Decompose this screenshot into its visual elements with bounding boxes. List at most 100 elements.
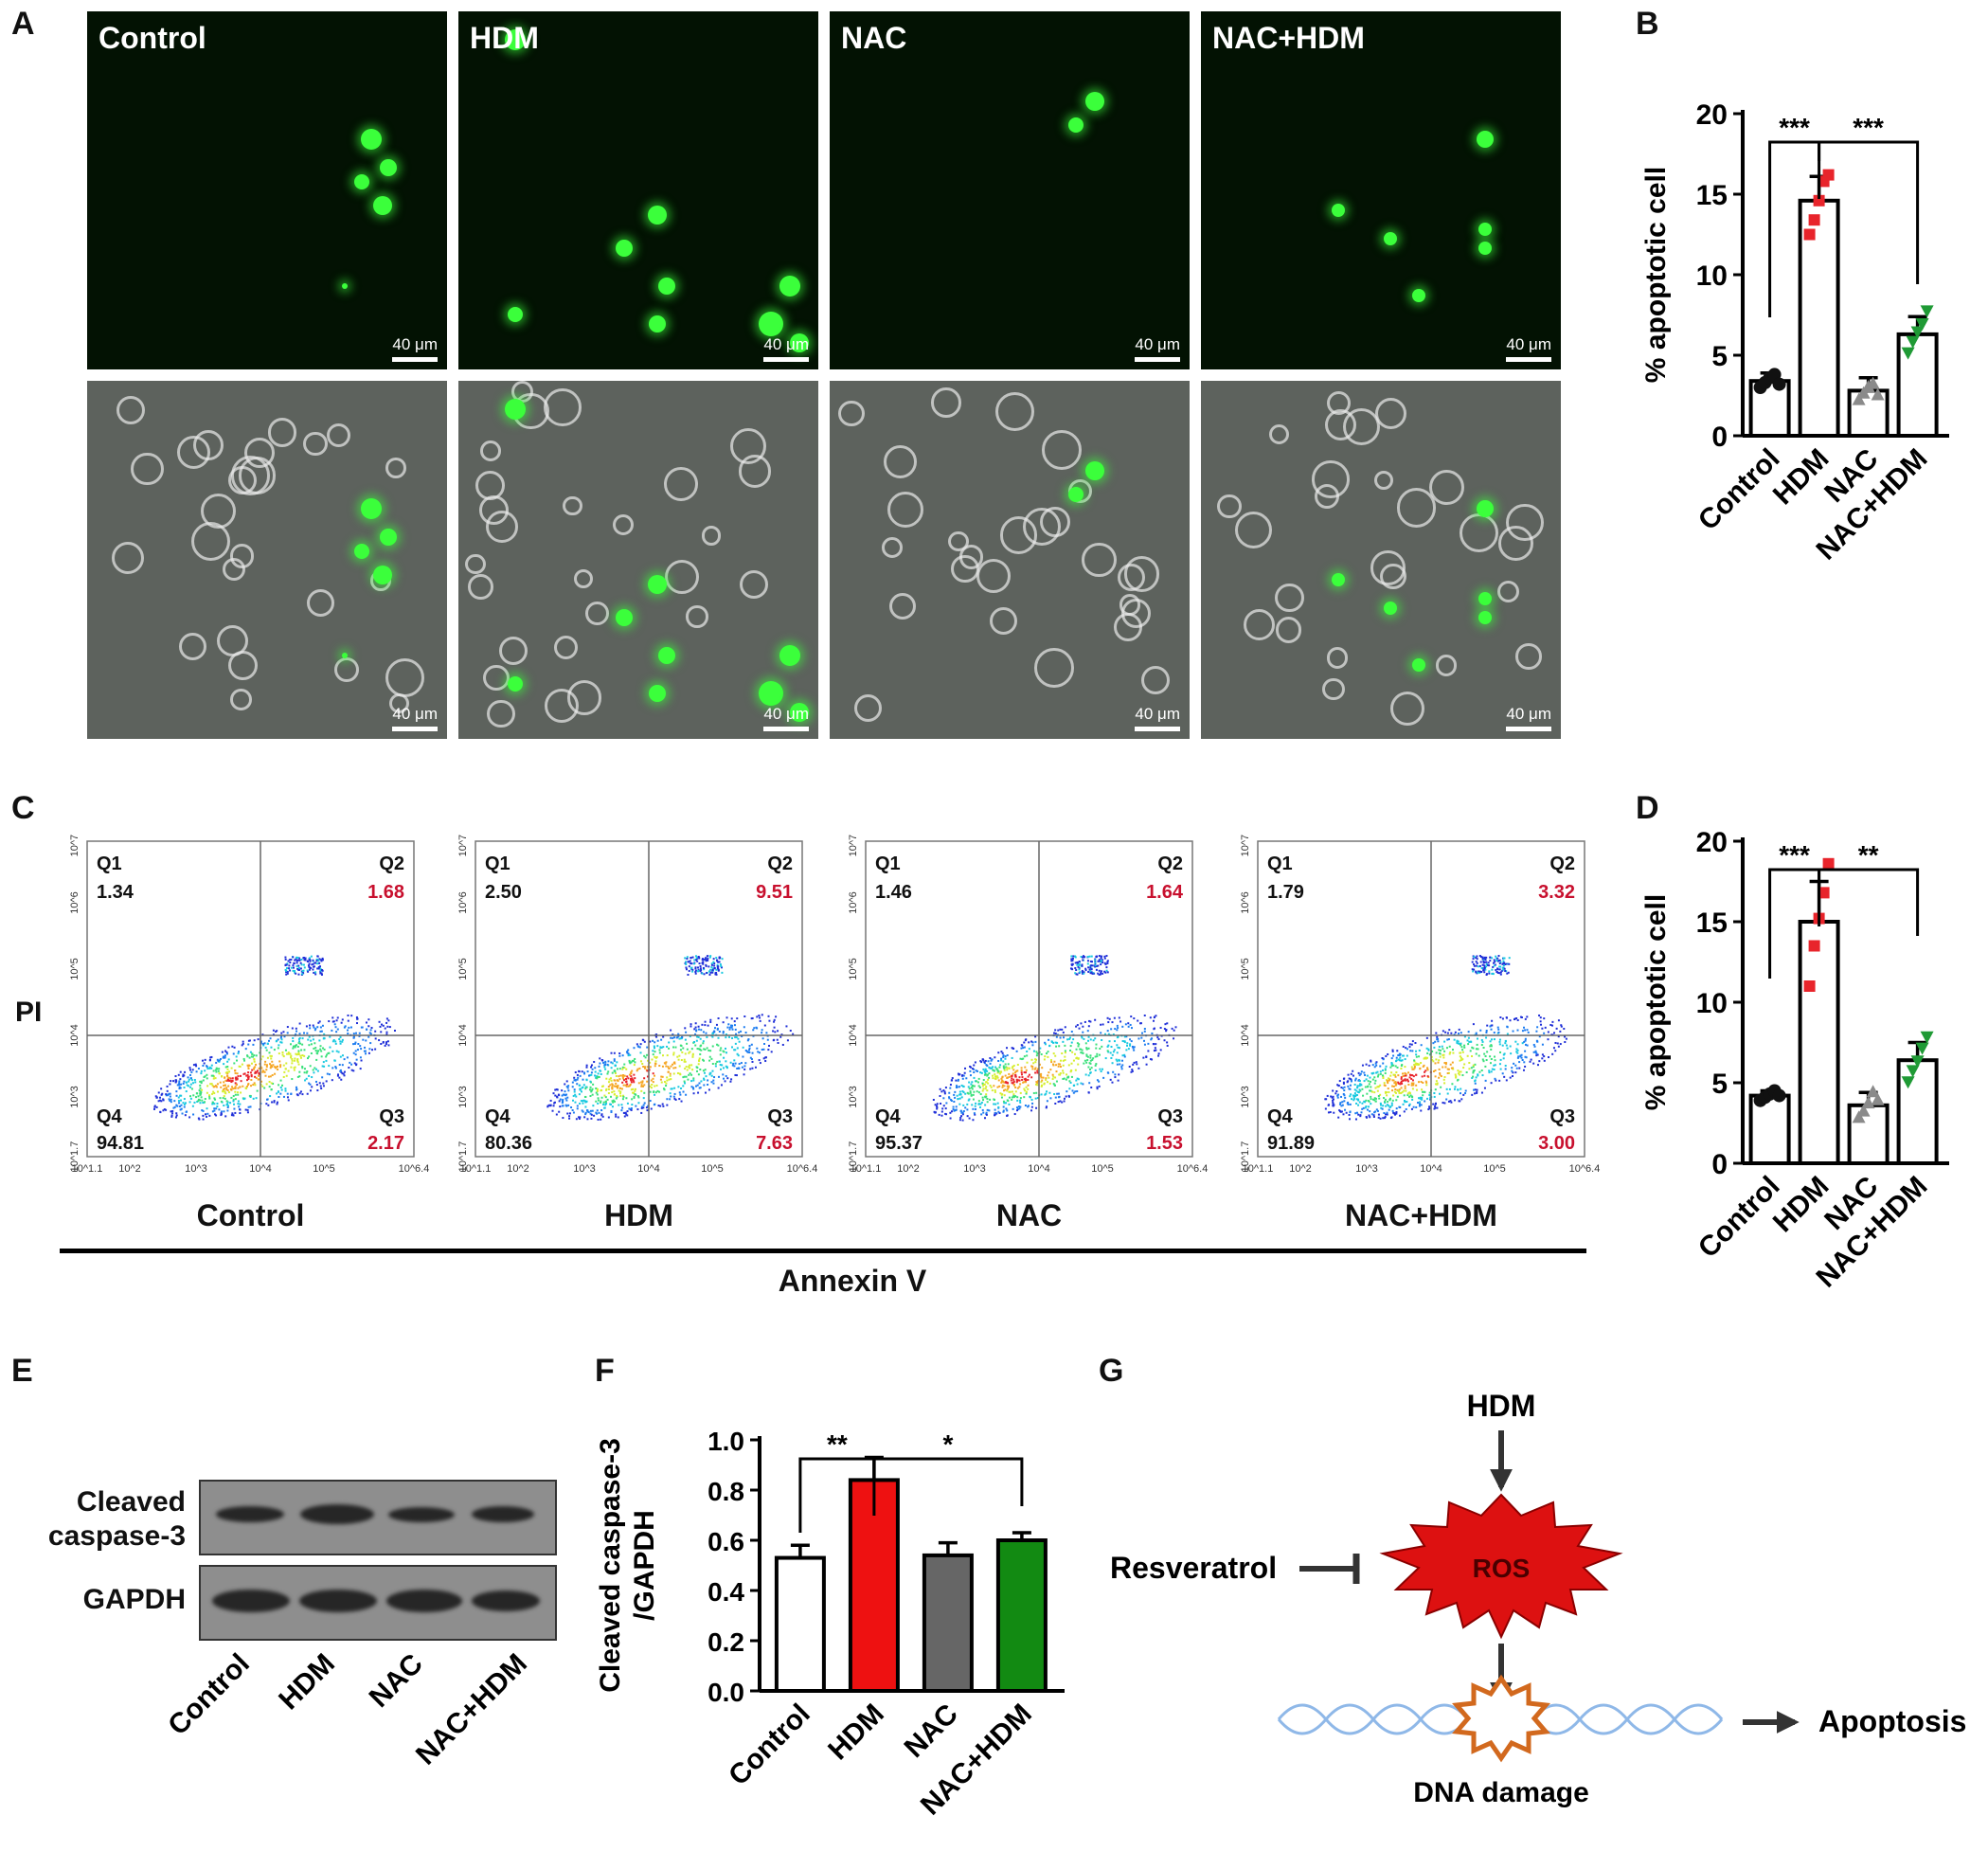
scatter-dot [589, 1109, 592, 1112]
scatter-dot [1481, 958, 1484, 961]
scatter-dot [652, 1039, 654, 1042]
scatter-dot [316, 962, 319, 965]
scatter-dot [298, 1092, 301, 1095]
scatter-dot [703, 1071, 706, 1074]
scatter-dot [319, 968, 322, 971]
scatter-dot [566, 1096, 569, 1099]
scatter-dot [362, 1038, 365, 1041]
scatter-dot [1543, 1032, 1546, 1034]
scatter-dot [1166, 1022, 1169, 1025]
scatter-dot [633, 1047, 636, 1050]
scatter-dot [1489, 1062, 1492, 1065]
scatter-dot [702, 966, 705, 969]
scatter-dot [323, 1048, 326, 1051]
scatter-dot [1424, 1069, 1427, 1072]
quadrant-value-q1: 2.50 [485, 882, 522, 903]
scatter-dot [614, 1071, 617, 1074]
scatter-dot [578, 1093, 581, 1096]
scatter-dot [719, 1053, 722, 1056]
scatter-dot [701, 961, 704, 964]
scatter-dot [1486, 963, 1489, 966]
flow-plot-control: Q11.34Q21.68Q494.81Q32.1710^7.310^610^51… [69, 834, 429, 1175]
quadrant-label-q2: Q2 [767, 854, 793, 874]
scatter-dot [212, 1086, 215, 1088]
scatter-dot [1333, 1104, 1335, 1106]
scatter-dot [296, 1045, 299, 1048]
scatter-dot [1396, 1095, 1399, 1098]
scatter-dot [1417, 1081, 1420, 1084]
scatter-dot [576, 1107, 579, 1110]
scatter-dot [1450, 1032, 1453, 1034]
scatter-dot [1440, 1086, 1442, 1088]
scatter-dot [1496, 957, 1499, 960]
scatter-dot [706, 1047, 708, 1050]
scatter-dot [986, 1089, 989, 1092]
scatter-dot [693, 959, 696, 961]
x-tick-label: 10^6.4 [1177, 1163, 1209, 1175]
scatter-dot [1091, 964, 1094, 967]
scatter-dot [1471, 968, 1474, 971]
scatter-dot [725, 1065, 727, 1068]
y-tick-label: 5 [1711, 1069, 1728, 1100]
scatter-dot [1374, 1110, 1377, 1113]
scatter-dot [1087, 970, 1090, 973]
scatter-dot [979, 1071, 982, 1074]
dna-helix-icon [1277, 1703, 1724, 1735]
scatter-dot [1165, 1029, 1168, 1032]
scatter-dot [190, 1087, 193, 1090]
scatter-dot [1438, 1051, 1441, 1054]
scatter-dot [632, 1087, 635, 1090]
scatter-dot [323, 1065, 326, 1068]
x-tick-label: 10^2 [118, 1163, 141, 1175]
scatter-dot [1474, 1088, 1477, 1091]
scatter-dot [260, 1067, 263, 1069]
scatter-dot [1390, 1057, 1393, 1060]
scatter-dot [1471, 1093, 1474, 1096]
scatter-dot [984, 1104, 987, 1106]
scatter-dot [297, 1050, 300, 1052]
scatter-dot [562, 1098, 564, 1101]
scatter-dot [1392, 1064, 1395, 1067]
scatter-dot [1127, 1048, 1130, 1051]
scatter-dot [1404, 1085, 1406, 1087]
scatter-dot [687, 973, 690, 976]
scatter-dot [1072, 1084, 1075, 1087]
scatter-dot [638, 1067, 641, 1069]
scatter-dot [637, 1096, 640, 1099]
scatter-dot [1445, 1047, 1448, 1050]
scatter-dot [1143, 1030, 1146, 1033]
scatter-dot [1356, 1087, 1359, 1089]
brightfield-image-nac: 40 μm [830, 381, 1190, 739]
scatter-dot [584, 1086, 587, 1088]
scatter-dot [625, 1097, 628, 1100]
scatter-dot [1534, 1050, 1537, 1052]
scatter-dot [1019, 1057, 1022, 1060]
category-label: Control [723, 1698, 816, 1792]
scatter-dot [175, 1104, 178, 1106]
scatter-dot [276, 1103, 278, 1105]
scatter-dot [1386, 1094, 1388, 1097]
cell-outline [543, 388, 582, 426]
scatter-dot [973, 1064, 976, 1067]
scale-bar-line [763, 357, 809, 362]
scatter-dot [1098, 973, 1101, 976]
scatter-dot [590, 1117, 593, 1120]
scatter-dot [936, 1107, 939, 1110]
scatter-dot [217, 1060, 220, 1063]
scatter-dot [1457, 1072, 1460, 1075]
scatter-dot [1410, 1066, 1413, 1069]
scatter-dot [640, 1084, 643, 1087]
scatter-dot [1120, 1059, 1123, 1062]
scatter-dot [1335, 1089, 1338, 1092]
scatter-dot [1492, 973, 1495, 976]
cell-outline [958, 545, 984, 569]
scatter-dot [1478, 964, 1481, 967]
scatter-dot [270, 1046, 273, 1049]
scatter-dot [1489, 1045, 1492, 1048]
scatter-dot [1393, 1074, 1396, 1077]
scatter-dot [1063, 1036, 1066, 1039]
scatter-dot [1442, 1048, 1444, 1051]
scatter-dot [1076, 1042, 1079, 1045]
scatter-dot [590, 1073, 593, 1076]
